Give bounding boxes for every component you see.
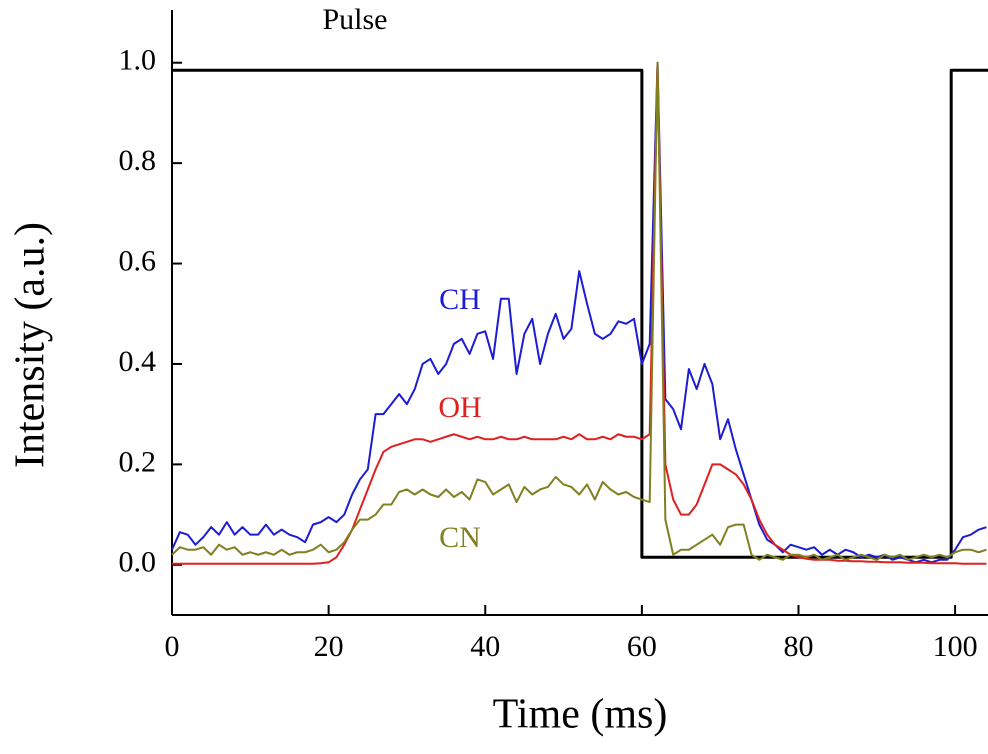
x-tick-label: 100 [933,630,978,663]
x-tick-label: 40 [470,630,500,663]
x-tick-label: 20 [314,630,344,663]
y-tick-label: 0.6 [119,244,157,277]
x-axis-title: Time (ms) [493,692,668,738]
series-label: Pulse [322,3,387,36]
x-tick-label: 0 [165,630,180,663]
series-label: CH [439,283,481,316]
y-axis-title: Intensity (a.u.) [8,222,54,468]
x-tick-label: 60 [627,630,657,663]
series-line [171,61,987,564]
series-label: OH [438,391,481,424]
y-tick-label: 0.2 [119,445,157,478]
y-tick-label: 0.0 [119,546,157,579]
series-line [172,61,987,565]
y-tick-label: 0.8 [119,144,157,177]
series-line [171,61,987,561]
y-tick-label: 0.4 [119,345,157,378]
y-tick-label: 1.0 [119,44,157,77]
x-tick-label: 80 [783,630,813,663]
series-label: CN [439,521,481,554]
series-line [172,68,988,559]
